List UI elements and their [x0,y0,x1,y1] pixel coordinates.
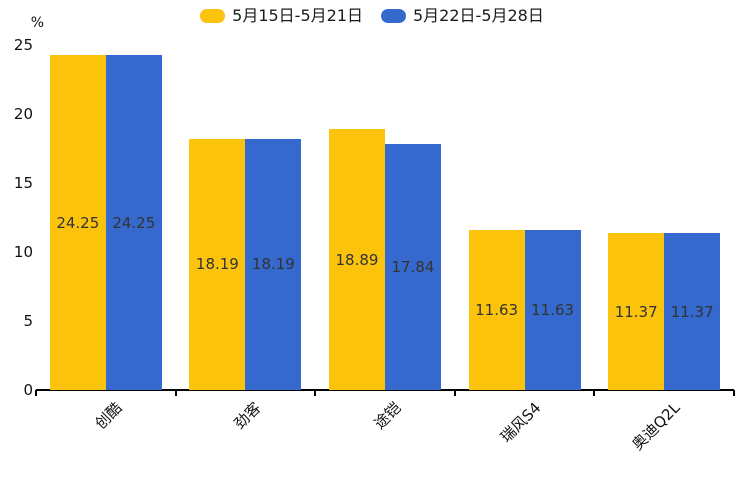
bar-瑞风S4-series-1: 11.63 [468,229,525,390]
x-axis-tick [174,390,177,396]
bar-value-label: 11.63 [531,300,575,319]
x-axis-tick [35,390,37,396]
x-axis-tick [593,390,596,396]
x-category-label-5: 奥迪Q2L [628,398,684,454]
bar-value-label: 24.25 [112,213,156,232]
x-category-label-3: 途铠 [370,398,405,433]
bar-创酷-series-1: 24.25 [49,55,106,390]
bar-创酷-series-2: 24.25 [105,55,162,390]
x-axis-tick [314,390,317,396]
y-tick-label-0: 0 [23,381,33,399]
y-tick-label-20: 20 [13,105,33,123]
bar-value-label: 24.25 [56,213,100,232]
x-axis-tick [733,390,735,396]
series-2-label: 5月22日-5月28日 [413,6,544,25]
x-axis-tick [453,390,456,396]
bar-value-label: 18.19 [195,255,239,274]
bar-瑞风S4-series-2: 11.63 [524,229,581,390]
legend-item-series-1: 5月15日-5月21日 [200,6,363,26]
y-tick-label-25: 25 [13,36,33,54]
y-axis-unit-label: % [30,15,44,31]
x-category-label-1: 创酷 [91,398,126,433]
series-1-color-swatch [200,9,226,23]
bar-劲客-series-1: 18.19 [189,138,246,390]
x-axis-line [36,389,734,391]
bar-劲客-series-2: 18.19 [245,138,302,390]
bar-途铠-series-2: 17.84 [385,143,441,390]
y-tick-label-10: 10 [13,243,33,261]
y-tick-label-5: 5 [23,312,33,330]
bar-奥迪Q2L-series-1: 11.37 [608,233,665,390]
bar-value-label: 11.37 [670,302,714,321]
legend-item-series-2: 5月22日-5月28日 [381,6,544,26]
series-2-color-swatch [381,9,406,23]
bar-value-label: 17.84 [391,257,435,276]
bar-奥迪Q2L-series-2: 11.37 [664,233,721,390]
bar-value-label: 18.89 [335,250,379,269]
bar-value-label: 18.19 [251,255,295,274]
series-1-label: 5月15日-5月21日 [232,6,363,25]
legend: 5月15日-5月21日 5月22日-5月28日 [0,6,744,26]
x-category-label-4: 瑞风S4 [496,398,545,447]
bar-value-label: 11.63 [475,300,519,319]
x-category-label-2: 劲客 [230,398,265,433]
bar-value-label: 11.37 [614,302,658,321]
bar-途铠-series-1: 18.89 [329,129,385,390]
y-tick-label-15: 15 [13,174,33,192]
